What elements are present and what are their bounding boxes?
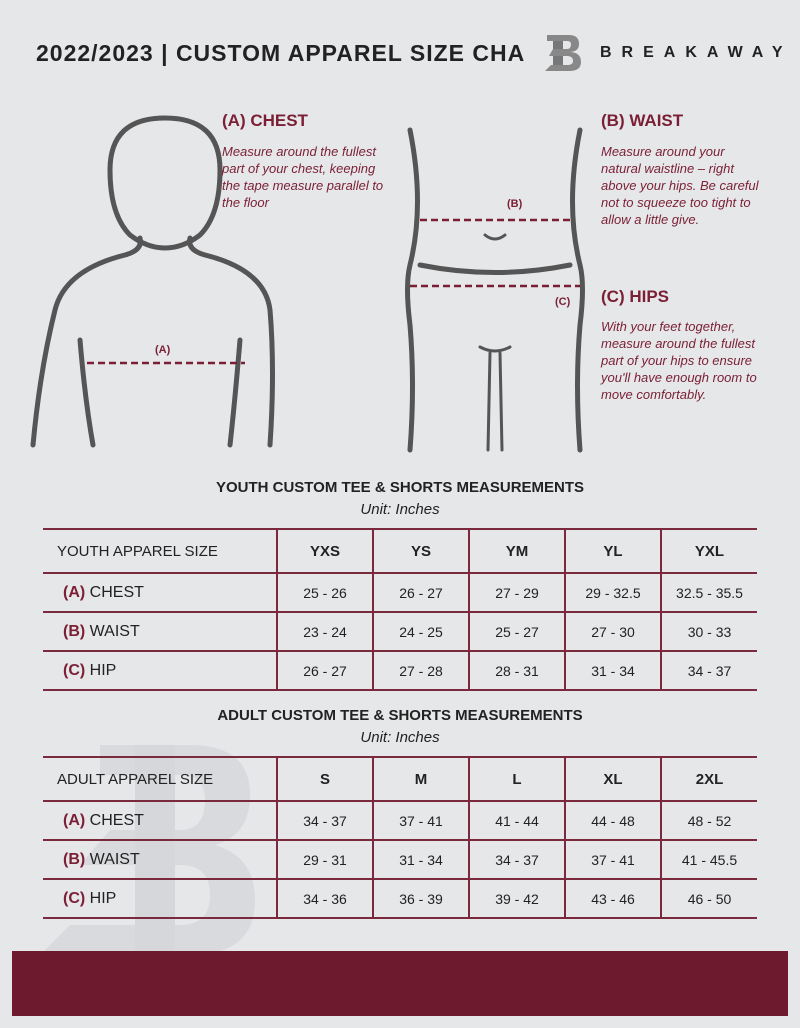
table-cell: 46 - 50 bbox=[660, 878, 757, 919]
measurement-name: WAIST bbox=[89, 850, 140, 868]
table-cell: 27 - 29 bbox=[468, 572, 565, 613]
waist-hips-figure-illustration bbox=[405, 127, 585, 453]
measurement-code: (C) bbox=[63, 661, 86, 679]
measurement-code: (B) bbox=[63, 850, 86, 868]
measurement-name: CHEST bbox=[89, 583, 144, 601]
measurement-label: (B) WAIST bbox=[43, 611, 277, 652]
size-header: YXS bbox=[276, 528, 373, 574]
measurement-name: WAIST bbox=[89, 622, 140, 640]
breakaway-logo-icon bbox=[545, 35, 581, 71]
measurement-code: (A) bbox=[63, 583, 86, 601]
table-cell: 28 - 31 bbox=[468, 650, 565, 691]
table-cell: 37 - 41 bbox=[564, 839, 661, 880]
waist-title: (B) WAIST bbox=[601, 111, 684, 130]
size-header: YS bbox=[372, 528, 469, 574]
table-cell: 29 - 31 bbox=[276, 839, 373, 880]
measurement-code: (B) bbox=[63, 622, 86, 640]
chest-instructions: Measure around the fullest part of your … bbox=[222, 144, 384, 210]
adult-table-unit: Unit: Inches bbox=[360, 729, 440, 746]
size-header: XL bbox=[564, 756, 661, 802]
table-cell: 43 - 46 bbox=[564, 878, 661, 919]
table-cell: 36 - 39 bbox=[372, 878, 469, 919]
measurement-name: HIP bbox=[89, 661, 117, 679]
chest-figure-illustration bbox=[30, 115, 275, 448]
table-cell: 34 - 36 bbox=[276, 878, 373, 919]
waist-marker: (B) bbox=[507, 198, 523, 210]
table-cell: 25 - 26 bbox=[276, 572, 373, 613]
table-cell: 26 - 27 bbox=[276, 650, 373, 691]
table-cell: 26 - 27 bbox=[372, 572, 469, 613]
measurement-name: CHEST bbox=[89, 811, 144, 829]
table-cell: 31 - 34 bbox=[372, 839, 469, 880]
page-title: 2022/2023 | CUSTOM APPAREL SIZE CHART bbox=[36, 40, 526, 66]
table-row: (C) HIP 34 - 36 36 - 39 39 - 42 43 - 46 … bbox=[43, 878, 757, 919]
chest-title: (A) CHEST bbox=[222, 111, 308, 130]
brand-name: BREAKAWAY bbox=[600, 44, 793, 61]
table-cell: 27 - 28 bbox=[372, 650, 469, 691]
row-header-label: ADULT APPAREL SIZE bbox=[43, 756, 277, 802]
table-cell: 27 - 30 bbox=[564, 611, 661, 652]
table-cell: 41 - 45.5 bbox=[660, 839, 757, 880]
table-cell: 41 - 44 bbox=[468, 800, 565, 841]
table-cell: 31 - 34 bbox=[564, 650, 661, 691]
table-row: (C) HIP 26 - 27 27 - 28 28 - 31 31 - 34 … bbox=[43, 650, 757, 691]
adult-size-table: ADULT APPAREL SIZE S M L XL 2XL (A) CHES… bbox=[43, 756, 757, 919]
measurement-label: (C) HIP bbox=[43, 878, 277, 919]
measurement-label: (A) CHEST bbox=[43, 800, 277, 841]
table-cell: 32.5 - 35.5 bbox=[660, 572, 757, 613]
adult-table-title: ADULT CUSTOM TEE & SHORTS MEASUREMENTS bbox=[217, 707, 583, 724]
table-cell: 25 - 27 bbox=[468, 611, 565, 652]
measurement-label: (C) HIP bbox=[43, 650, 277, 691]
size-header: YM bbox=[468, 528, 565, 574]
table-cell: 34 - 37 bbox=[660, 650, 757, 691]
waist-instructions: Measure around your natural waistline – … bbox=[601, 144, 759, 227]
size-header: S bbox=[276, 756, 373, 802]
table-cell: 34 - 37 bbox=[468, 839, 565, 880]
table-cell: 23 - 24 bbox=[276, 611, 373, 652]
table-row: (B) WAIST 29 - 31 31 - 34 34 - 37 37 - 4… bbox=[43, 839, 757, 880]
youth-table-title: YOUTH CUSTOM TEE & SHORTS MEASUREMENTS bbox=[215, 479, 585, 496]
table-row: (B) WAIST 23 - 24 24 - 25 25 - 27 27 - 3… bbox=[43, 611, 757, 652]
hips-marker: (C) bbox=[555, 296, 571, 308]
table-cell: 37 - 41 bbox=[372, 800, 469, 841]
measurement-name: HIP bbox=[89, 889, 117, 907]
size-header: L bbox=[468, 756, 565, 802]
table-cell: 24 - 25 bbox=[372, 611, 469, 652]
hips-title: (C) HIPS bbox=[601, 287, 669, 306]
table-cell: 34 - 37 bbox=[276, 800, 373, 841]
measurement-label: (A) CHEST bbox=[43, 572, 277, 613]
measurement-code: (C) bbox=[63, 889, 86, 907]
table-header-row: YOUTH APPAREL SIZE YXS YS YM YL YXL bbox=[43, 528, 757, 574]
measurement-label: (B) WAIST bbox=[43, 839, 277, 880]
table-cell: 29 - 32.5 bbox=[564, 572, 661, 613]
footer-bar bbox=[12, 951, 788, 1016]
table-row: (A) CHEST 34 - 37 37 - 41 41 - 44 44 - 4… bbox=[43, 800, 757, 841]
chest-marker: (A) bbox=[155, 344, 171, 356]
table-cell: 44 - 48 bbox=[564, 800, 661, 841]
measurement-code: (A) bbox=[63, 811, 86, 829]
size-header: YXL bbox=[660, 528, 757, 574]
hips-instructions: With your feet together, measure around … bbox=[601, 319, 757, 402]
table-row: (A) CHEST 25 - 26 26 - 27 27 - 29 29 - 3… bbox=[43, 572, 757, 613]
table-cell: 30 - 33 bbox=[660, 611, 757, 652]
size-header: YL bbox=[564, 528, 661, 574]
youth-table-unit: Unit: Inches bbox=[360, 501, 440, 518]
table-header-row: ADULT APPAREL SIZE S M L XL 2XL bbox=[43, 756, 757, 802]
table-cell: 48 - 52 bbox=[660, 800, 757, 841]
table-cell: 39 - 42 bbox=[468, 878, 565, 919]
size-header: 2XL bbox=[660, 756, 757, 802]
size-header: M bbox=[372, 756, 469, 802]
youth-size-table: YOUTH APPAREL SIZE YXS YS YM YL YXL (A) … bbox=[43, 528, 757, 691]
row-header-label: YOUTH APPAREL SIZE bbox=[43, 528, 277, 574]
